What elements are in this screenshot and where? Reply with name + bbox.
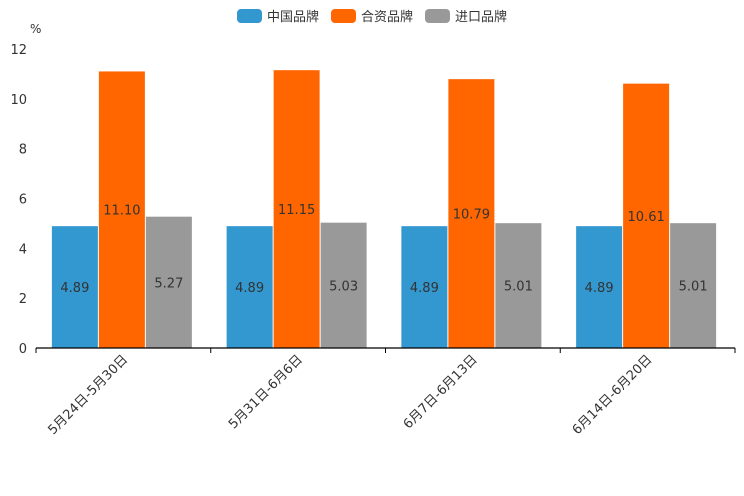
bar[interactable] (576, 226, 623, 348)
y-tick-label: 8 (19, 143, 27, 158)
legend-item-joint-venture[interactable]: 合资品牌 (330, 6, 413, 25)
bar[interactable] (623, 83, 670, 349)
bar[interactable] (320, 222, 367, 348)
legend-swatch-joint-venture (330, 8, 356, 23)
bar-value-label: 5.01 (504, 280, 533, 295)
bar-value-label: 10.79 (453, 208, 490, 223)
bar[interactable] (495, 223, 542, 348)
x-category-label: 6月7日-6月13日 (401, 352, 481, 432)
bar[interactable] (401, 226, 448, 348)
bar-value-label: 5.01 (679, 280, 708, 295)
x-category-label: 6月14日-6月20日 (570, 352, 656, 438)
legend-item-imported[interactable]: 进口品牌 (425, 6, 507, 25)
y-tick-label: 2 (19, 292, 27, 307)
y-tick-label: 10 (10, 93, 27, 108)
legend: 中国品牌 合资品牌 进口品牌 (0, 6, 744, 25)
legend-swatch-china (236, 8, 262, 23)
bar-value-label: 10.61 (628, 210, 665, 225)
bar[interactable] (98, 71, 145, 349)
legend-label-joint-venture: 合资品牌 (360, 10, 413, 25)
bar[interactable] (670, 223, 717, 348)
y-tick-label: 12 (10, 43, 27, 58)
bar[interactable] (145, 216, 192, 348)
bar[interactable] (273, 70, 320, 348)
bar-value-label: 4.89 (410, 281, 439, 296)
bar-value-label: 11.10 (103, 204, 140, 219)
bar-value-label: 4.89 (235, 281, 264, 296)
bar[interactable] (448, 79, 495, 348)
legend-swatch-imported (425, 8, 450, 23)
bar-value-label: 5.03 (329, 279, 358, 294)
bar[interactable] (51, 226, 98, 348)
y-tick-label: 6 (19, 193, 27, 208)
bar-value-label: 11.15 (278, 203, 315, 218)
legend-label-imported: 进口品牌 (455, 10, 508, 25)
y-tick-label: 0 (19, 342, 27, 357)
y-tick-label: 4 (19, 242, 27, 257)
bar-value-label: 5.27 (154, 276, 183, 291)
x-category-label: 5月31日-6月6日 (226, 352, 306, 432)
legend-label-china: 中国品牌 (266, 10, 319, 25)
bar-value-label: 4.89 (585, 281, 614, 296)
legend-item-china[interactable]: 中国品牌 (236, 6, 319, 25)
y-axis-unit-label: % (30, 22, 41, 36)
x-category-label: 5月24日-5月30日 (45, 352, 131, 438)
bar-value-label: 4.89 (60, 281, 89, 296)
bar[interactable] (226, 226, 273, 348)
